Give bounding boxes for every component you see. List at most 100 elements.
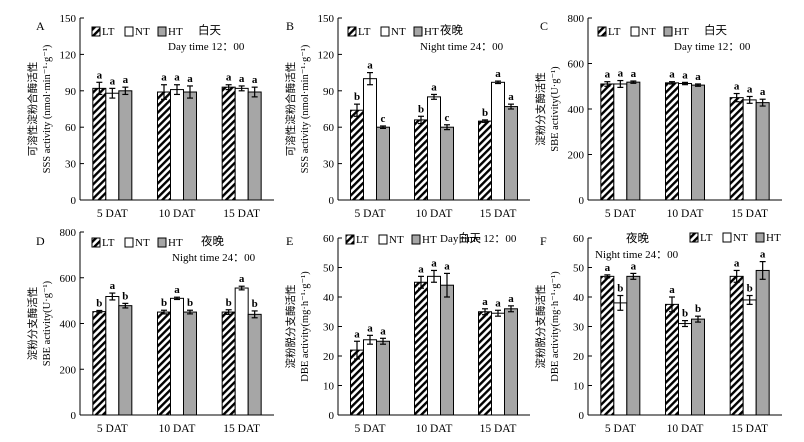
x-tick-label: 5 DAT [97,423,128,435]
significance-letter: a [239,73,245,85]
x-tick-label: 10 DAT [416,208,453,220]
x-tick-label: 5 DAT [355,423,386,435]
legend-swatch-LT [597,26,607,37]
significance-letter: a [380,325,386,337]
y-tick-label: 10 [573,381,585,393]
bar-NT-3 [234,287,249,416]
significance-letter: b [617,283,623,295]
bar-NT-1 [613,302,628,416]
y-tick-label: 30 [65,159,77,171]
bar-HT-3 [504,106,518,201]
y-axis-label-cn: 淀粉分支酶活性 [534,72,547,146]
bar-HT-2 [691,318,705,416]
time-title-en: Day time 12：00 [440,233,517,245]
legend-swatch-HT [411,234,421,245]
y-tick-label: 150 [60,13,77,25]
panel-label: D [36,234,45,248]
legend-label-LT: LT [358,26,371,38]
significance-letter: a [239,273,245,285]
bar-LT-1 [92,311,107,416]
time-title-cn: 夜晚 [201,234,224,248]
bar-NT-1 [105,296,120,416]
legend-label-LT: LT [356,234,369,246]
bar-NT-2 [678,83,692,201]
bar-LT-1 [92,87,107,201]
bar-LT-3 [729,97,744,201]
y-axis-label-en: DBE activity(mg·h⁻¹·g⁻¹) [550,271,561,382]
x-tick-label: 15 DAT [731,208,768,220]
significance-letter: a [734,81,740,93]
significance-letter: a [760,86,766,98]
x-tick-label: 5 DAT [605,208,636,220]
bar-HT-2 [440,126,454,201]
panel-label: F [540,234,547,248]
significance-letter: a [444,260,450,272]
time-title-cn: 夜晚 [440,23,463,37]
bar-HT-2 [691,84,705,201]
significance-letter: a [605,262,611,274]
legend-label-HT: HT [168,26,183,38]
time-title-en: Day time 12：00 [168,41,245,53]
legend-label-LT: LT [608,26,621,38]
chart-panel-A: A 0 30 60 90 120 150 可溶性淀粉合酶活性 SSS activity (nmo… [26,13,274,220]
legend-swatch-HT [755,232,765,243]
y-tick-label: 90 [323,86,335,98]
y-tick-label: 60 [573,233,585,245]
bar-NT-3 [742,299,757,416]
chart-panel-D: D 0 200 400 600 800 淀粉分支酶活性 SBE activity(U·g⁻¹)… [26,227,274,435]
y-tick-label: 60 [323,122,335,134]
bar-HT-1 [376,340,390,416]
legend-swatch-LT [347,26,357,37]
legend-swatch-HT [157,26,167,37]
y-tick-label: 20 [323,351,335,363]
bar-LT-2 [665,82,679,201]
significance-letter: b [418,103,424,115]
y-tick-label: 60 [65,122,77,134]
significance-letter: a [747,83,753,95]
legend-swatch-LT [345,234,355,245]
bar-NT-1 [363,78,377,201]
bar-HT-3 [755,269,770,416]
bar-HT-1 [626,81,641,201]
significance-letter: a [110,280,116,292]
legend-swatch-LT [91,26,101,37]
bar-HT-2 [183,91,197,201]
significance-letter: a [161,72,167,84]
y-tick-label: 800 [60,227,77,239]
bar-HT-2 [440,284,454,416]
y-tick-label: 40 [573,292,585,304]
significance-letter: a [97,69,103,81]
x-tick-label: 10 DAT [667,208,704,220]
significance-letter: a [226,72,232,84]
chart-panel-F: F 0 10 20 30 40 50 60 淀粉脱分支酶活性 DBE activity(mg·h⁻… [534,231,782,435]
y-axis-label-cn: 可溶性淀粉合酶活性 [26,62,39,157]
bar-LT-2 [157,91,171,201]
time-title-cn: 白天 [704,23,727,37]
bar-NT-1 [613,83,628,201]
significance-letter: a [734,257,740,269]
bar-NT-2 [170,297,184,416]
bar-HT-3 [755,102,770,201]
significance-letter: b [482,107,488,119]
significance-letter: b [354,91,360,103]
x-tick-label: 10 DAT [667,423,704,435]
chart-panel-E: E 0 10 20 30 40 50 60 淀粉脱分支酶活性 DBE activity(mg·h⁻… [284,231,530,435]
chart-panel-C: C 0 200 400 600 800 淀粉分支酶活性 SBE activity(U·g⁻¹)… [534,13,782,220]
time-title-en: Day time 12：00 [674,41,751,53]
x-tick-label: 10 DAT [159,208,196,220]
significance-letter: a [123,74,129,86]
legend-swatch-NT [124,237,134,248]
legend-swatch-NT [124,26,134,37]
significance-letter: b [695,303,701,315]
y-tick-label: 0 [579,195,585,207]
bar-NT-2 [170,89,184,201]
legend-label-NT: NT [135,237,150,249]
y-tick-label: 150 [318,13,335,25]
significance-letter: a [495,68,501,80]
y-tick-label: 200 [568,150,585,162]
bar-NT-2 [678,323,692,416]
time-title-en: Night time 24：00 [595,249,679,261]
y-tick-label: 90 [65,86,77,98]
